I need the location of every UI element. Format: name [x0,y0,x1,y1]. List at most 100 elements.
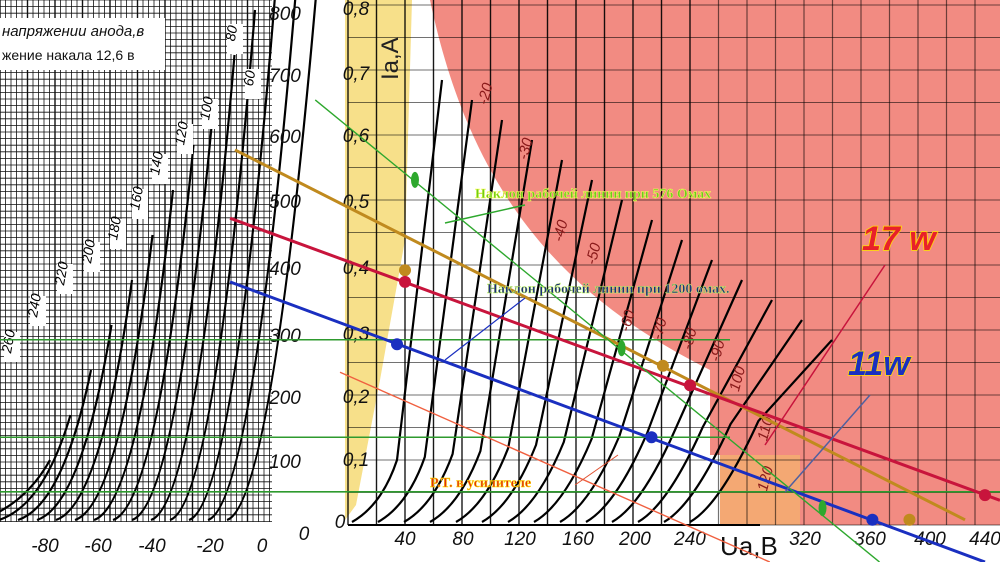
grid-voltage-label: 100 [726,364,749,393]
left-x-tick: -60 [84,536,112,557]
grid-voltage-label: -30 [515,136,537,162]
curve-label: 140 [146,150,166,176]
left-x-tick: -40 [138,536,166,557]
operating-point-marker [978,489,991,502]
operating-point-marker [399,275,411,288]
label-17w: 17 w [862,220,938,258]
pointer-1200 [444,297,526,361]
yellow-band [345,0,412,520]
operating-point-marker [617,340,626,357]
curve-label-bg [202,99,218,129]
pointer-17w [764,264,886,446]
curve-label-bg [245,69,261,99]
characteristic-curve [112,144,195,522]
operating-point-marker [391,338,404,351]
grid-voltage-label: -40 [550,218,572,244]
plate-curve [481,179,594,523]
characteristic-curve [93,189,175,522]
right-y-tick: 0,2 [343,387,370,408]
right-x-tick: 200 [618,529,651,550]
left-x-tick: -20 [196,536,224,557]
plate-curve [637,299,773,523]
plate-curve [403,119,504,523]
grid-voltage-label: -90 [707,338,729,364]
curve-label: 60 [240,69,258,87]
operating-point-marker [818,500,827,517]
characteristic-curve [188,0,276,522]
load-line-orange [234,148,966,522]
red-region [430,0,1000,525]
curve-label: 80 [222,24,240,42]
plate-curve [611,279,744,523]
label-slope-1200: Наклон рабочей линии при 1200 омах. [487,282,730,297]
operating-point-marker [645,431,658,444]
plate-curve [663,319,803,523]
grid-voltage-label: 120 [754,464,777,493]
pointer-11w [784,394,871,493]
label-slope-576: Наклон рабочей линии при 576 Омах [475,187,711,202]
left-x-tick: -80 [31,536,59,557]
characteristic-curve [0,459,51,513]
left-y-tick: 300 [269,326,301,347]
curve-label: 120 [171,120,191,146]
plate-curve [533,219,654,523]
curve-label-bg [57,264,73,294]
grid-voltage-label: -50 [583,241,605,267]
curve-label-bg [110,219,126,249]
left-y-tick: 200 [268,388,301,409]
operating-point-marker [399,264,411,277]
right-x-tick: 40 [394,529,416,550]
plate-curve [689,339,833,523]
plate-curves [351,79,833,523]
pointer-pt [574,454,619,486]
characteristic-curve [74,234,154,522]
characteristic-curve [131,99,216,522]
load-line-576-ohm [314,99,880,562]
plate-curve [351,79,444,523]
header-box [0,18,165,70]
curve-label-bg [84,242,100,272]
curve-label: 260 [0,328,18,355]
plate-curve [377,99,474,523]
characteristic-curve [36,324,113,522]
right-x-tick: 320 [789,529,821,550]
left-y-tick: 800 [269,4,301,25]
left-y-tick: 600 [269,127,301,148]
curve-label: 160 [126,185,146,211]
curve-label: 200 [78,238,98,265]
operating-point-marker [866,513,879,526]
grid-voltage-label: -60 [617,308,639,334]
curve-label: 180 [104,215,124,241]
characteristic-curve [55,279,134,522]
grid-voltage-label: -20 [475,81,497,107]
characteristic-curve [0,414,72,521]
curve-label-bg [227,24,243,54]
pointer-576 [444,204,526,224]
load-lines [229,99,1000,562]
characteristic-curve [207,0,297,522]
grid-voltage-label: -80 [679,326,701,352]
right-y-tick: 0,1 [343,450,369,471]
curve-label-bg [132,189,148,219]
right-y-tick: 0,8 [343,0,370,20]
characteristic-curve [169,9,257,522]
right-x-tick: 440 [969,529,1000,550]
operating-point-marker [410,171,419,188]
curve-label-bg [30,296,46,326]
right-y-tick: 0,7 [343,64,371,85]
left-y-tick: 500 [269,192,301,213]
right-x-tick: 120 [504,529,536,550]
right-y-tick: 0 [335,512,346,533]
curve-label-bg [177,124,193,154]
header-line-1: напряжении анода,в [2,23,144,40]
right-x-tick: 160 [562,529,594,550]
label-11w: 11w [848,345,912,383]
right-y-tick: 0,6 [343,126,370,147]
operating-point-marker [903,513,916,526]
curve-label-bg [152,154,168,184]
left-y-tick: 400 [269,259,301,280]
operating-point-marker [684,379,696,392]
